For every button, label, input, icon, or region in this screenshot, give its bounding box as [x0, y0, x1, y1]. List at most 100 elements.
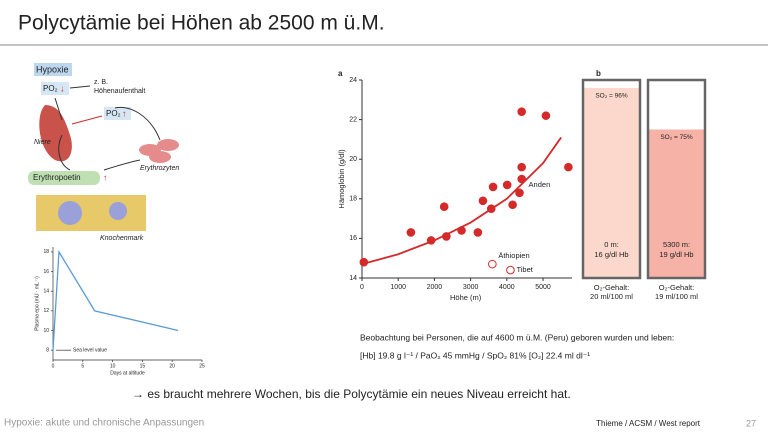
panel-label: a	[338, 69, 343, 78]
cell-shape	[109, 202, 127, 220]
panel-label: b	[596, 69, 601, 78]
x-tick-label: 4000	[499, 284, 515, 291]
data-point	[506, 265, 515, 275]
connector	[71, 115, 103, 125]
hypoxia-diagram: Hypoxie PO₂ ↓ z. B. Höhenaufenthalt Nier…	[28, 63, 179, 242]
category-label: 0 m:	[604, 240, 619, 249]
diagram-label: Erythropoetin	[33, 173, 81, 182]
bar	[648, 129, 705, 278]
bar-frame	[581, 78, 642, 280]
diagram-label: Knochenmark	[100, 235, 144, 242]
trend-line	[361, 136, 562, 266]
data-point	[488, 259, 497, 269]
diagram-label: Erythrozyten	[140, 165, 179, 172]
y-tick-label: 10	[43, 328, 49, 334]
footer: Thieme / ACSM / West report	[596, 419, 701, 428]
data-point	[564, 162, 573, 172]
data-point	[486, 204, 496, 213]
x-tick-label: 25	[199, 363, 205, 369]
kidney-shape	[39, 105, 72, 162]
cell-shape	[58, 201, 82, 225]
bar-frame	[646, 78, 707, 280]
y-tick-label: 16	[43, 269, 49, 275]
y-tick-label: 18	[43, 249, 49, 255]
arrow-up: ↑	[103, 172, 108, 182]
data-point	[541, 111, 551, 120]
note: [Hb] 19.8 g l⁻¹ / PaO₂ 45 mmHg / SpO₂ 81…	[360, 350, 590, 360]
footer: Hypoxie: akute und chronische Anpassunge…	[4, 418, 204, 429]
category-label: 5300 m:	[663, 240, 690, 249]
y-tick-label: 14	[43, 289, 49, 295]
series-label: Äthiopien	[498, 251, 529, 260]
content-label: 19 ml/100 ml	[655, 292, 698, 301]
diagram-label: PO₂	[106, 109, 121, 118]
label-box	[104, 107, 131, 120]
value-label: SO₂ = 96%	[595, 93, 628, 100]
series-label: Tibet	[516, 265, 533, 274]
data-point	[426, 236, 436, 245]
x-tick-label: 10	[110, 363, 116, 369]
diagram-label: PO₂	[43, 84, 58, 93]
connector	[114, 106, 161, 141]
x-axis-label: Höhe (m)	[450, 293, 482, 302]
arrow-up: ↑	[122, 108, 127, 118]
y-tick-label: 14	[349, 275, 357, 282]
y-tick-label: 16	[349, 235, 357, 242]
diagram-label: Hypoxie	[36, 64, 69, 74]
connector	[103, 159, 141, 171]
x-tick-label: 15	[140, 363, 146, 369]
cell-shape	[149, 151, 171, 163]
data-point	[359, 257, 369, 267]
data-point	[439, 202, 449, 212]
data-point	[406, 228, 416, 237]
page-number: 27	[746, 418, 756, 428]
x-tick-label: 2000	[427, 284, 443, 291]
content-label: 20 ml/100 ml	[590, 292, 633, 301]
data-point	[515, 188, 524, 198]
content-label: O₂-Gehalt:	[594, 283, 629, 292]
label-box	[28, 171, 100, 185]
x-axis-label: Days at altitude	[110, 370, 145, 376]
value-label: SO₂ = 75%	[660, 134, 693, 141]
cell-shape	[157, 139, 179, 151]
x-tick-label: 5000	[535, 284, 551, 291]
label-box	[34, 63, 72, 76]
series-label: Anden	[529, 180, 551, 189]
conclusion: → es braucht mehrere Wochen, bis die Pol…	[132, 387, 571, 401]
data-point	[478, 196, 488, 206]
y-tick-label: 8	[46, 348, 49, 354]
slide-title: Polycytämie bei Höhen ab 2500 m ü.M.	[18, 12, 385, 35]
data-point	[442, 232, 451, 241]
marrow-shape	[36, 195, 146, 231]
connector	[54, 97, 71, 171]
x-tick-label: 1000	[390, 284, 406, 291]
data-point	[517, 162, 526, 172]
y-axis-label: Hämoglobin (g/dl)	[337, 149, 346, 209]
epo-line	[52, 249, 179, 351]
y-tick-label: 24	[349, 77, 357, 84]
y-tick-label: 22	[349, 116, 357, 123]
content-label: O₂-Gehalt:	[659, 283, 694, 292]
note: Beobachtung bei Personen, die auf 4600 m…	[360, 332, 674, 342]
x-tick-label: 3000	[463, 284, 479, 291]
data-point	[517, 107, 526, 116]
data-point	[473, 228, 483, 237]
y-tick-label: 18	[349, 196, 357, 203]
hb-label: 16 g/dl Hb	[594, 250, 628, 259]
label-box	[41, 82, 69, 95]
diagram-label: Niere	[34, 139, 51, 146]
bar	[583, 87, 640, 278]
arrow-down: ↓	[60, 83, 65, 93]
x-tick-label: 20	[169, 363, 175, 369]
connector	[69, 85, 91, 89]
diagram-label: z. B.	[94, 79, 108, 86]
y-tick-label: 12	[43, 308, 49, 314]
x-tick-label: 0	[52, 363, 55, 369]
data-point	[457, 226, 466, 235]
annotation: Sea level value	[73, 348, 107, 354]
data-point	[508, 200, 517, 210]
x-tick-label: 0	[360, 284, 364, 291]
hb-label: 19 g/dl Hb	[659, 250, 693, 259]
diagram-label: Höhenaufenthalt	[94, 88, 145, 95]
